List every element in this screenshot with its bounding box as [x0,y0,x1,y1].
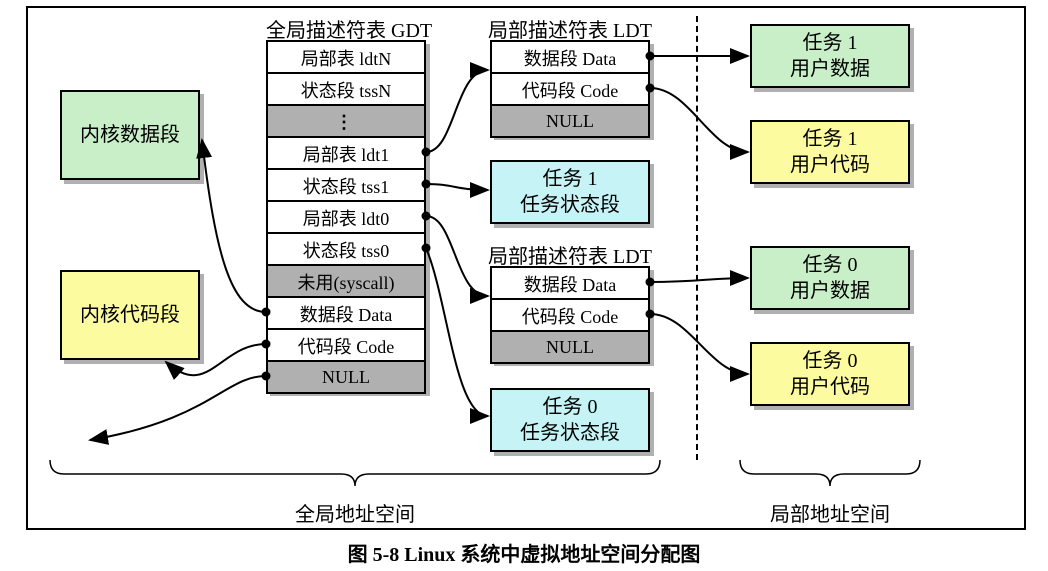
gdt-row-1: 状态段 tssN [266,72,426,106]
gdt-row-4: 状态段 tss1 [266,168,426,202]
ldt0-row-2: NULL [490,330,650,364]
gdt-row-10: NULL [266,360,426,394]
gdt-row-9: 代码段 Code [266,328,426,362]
task1-user-code: 任务 1 用户代码 [750,120,910,184]
tss-box-0-line1: 任务 0 [520,394,620,420]
global-space-label: 全局地址空间 [50,498,660,527]
ldt0-title: 局部描述符表 LDT [480,240,660,269]
task0-user-data-l1: 任务 0 [790,252,870,278]
gdt-row-5: 局部表 ldt0 [266,200,426,234]
kernel-code-seg: 内核代码段 [60,270,200,360]
task1-user-data-l1: 任务 1 [790,30,870,56]
task1-user-data: 任务 1 用户数据 [750,24,910,88]
ldt1-row-2: NULL [490,104,650,138]
gdt-row-8: 数据段 Data [266,296,426,330]
task0-user-data-l2: 用户数据 [790,278,870,304]
task1-user-code-l1: 任务 1 [790,126,870,152]
tss-box-1-line2: 任务状态段 [520,192,620,218]
ldt1-row-1: 代码段 Code [490,72,650,106]
kernel-data-seg: 内核数据段 [60,90,200,180]
task0-user-code: 任务 0 用户代码 [750,342,910,406]
ldt1-row-0: 数据段 Data [490,40,650,74]
task0-user-data: 任务 0 用户数据 [750,246,910,310]
gdt-row-6: 状态段 tss0 [266,232,426,266]
kernel-data-seg-label: 内核数据段 [80,122,180,148]
kernel-code-seg-label: 内核代码段 [80,302,180,328]
task0-user-code-l2: 用户代码 [790,374,870,400]
ldt0-row-0: 数据段 Data [490,266,650,300]
gdt-row-7: 未用(syscall) [266,264,426,298]
gdt-row-2: ⋮ [266,104,426,138]
figure-caption: 图 5-8 Linux 系统中虚拟地址空间分配图 [0,538,1048,567]
tss-box-1: 任务 1 任务状态段 [490,160,650,224]
ldt1-title: 局部描述符表 LDT [480,14,660,43]
diagram-canvas: 全局描述符表 GDT 局部表 ldtN状态段 tssN⋮局部表 ldt1状态段 … [0,0,1048,571]
tss-box-1-line1: 任务 1 [520,166,620,192]
task1-user-code-l2: 用户代码 [790,152,870,178]
tss-box-0-line2: 任务状态段 [520,420,620,446]
ldt0-row-1: 代码段 Code [490,298,650,332]
task0-user-code-l1: 任务 0 [790,348,870,374]
local-space-label: 局部地址空间 [740,498,920,527]
gdt-title: 全局描述符表 GDT [266,14,426,43]
gdt-row-3: 局部表 ldt1 [266,136,426,170]
tss-box-0: 任务 0 任务状态段 [490,388,650,452]
gdt-row-0: 局部表 ldtN [266,40,426,74]
divider-line [696,16,698,460]
task1-user-data-l2: 用户数据 [790,56,870,82]
